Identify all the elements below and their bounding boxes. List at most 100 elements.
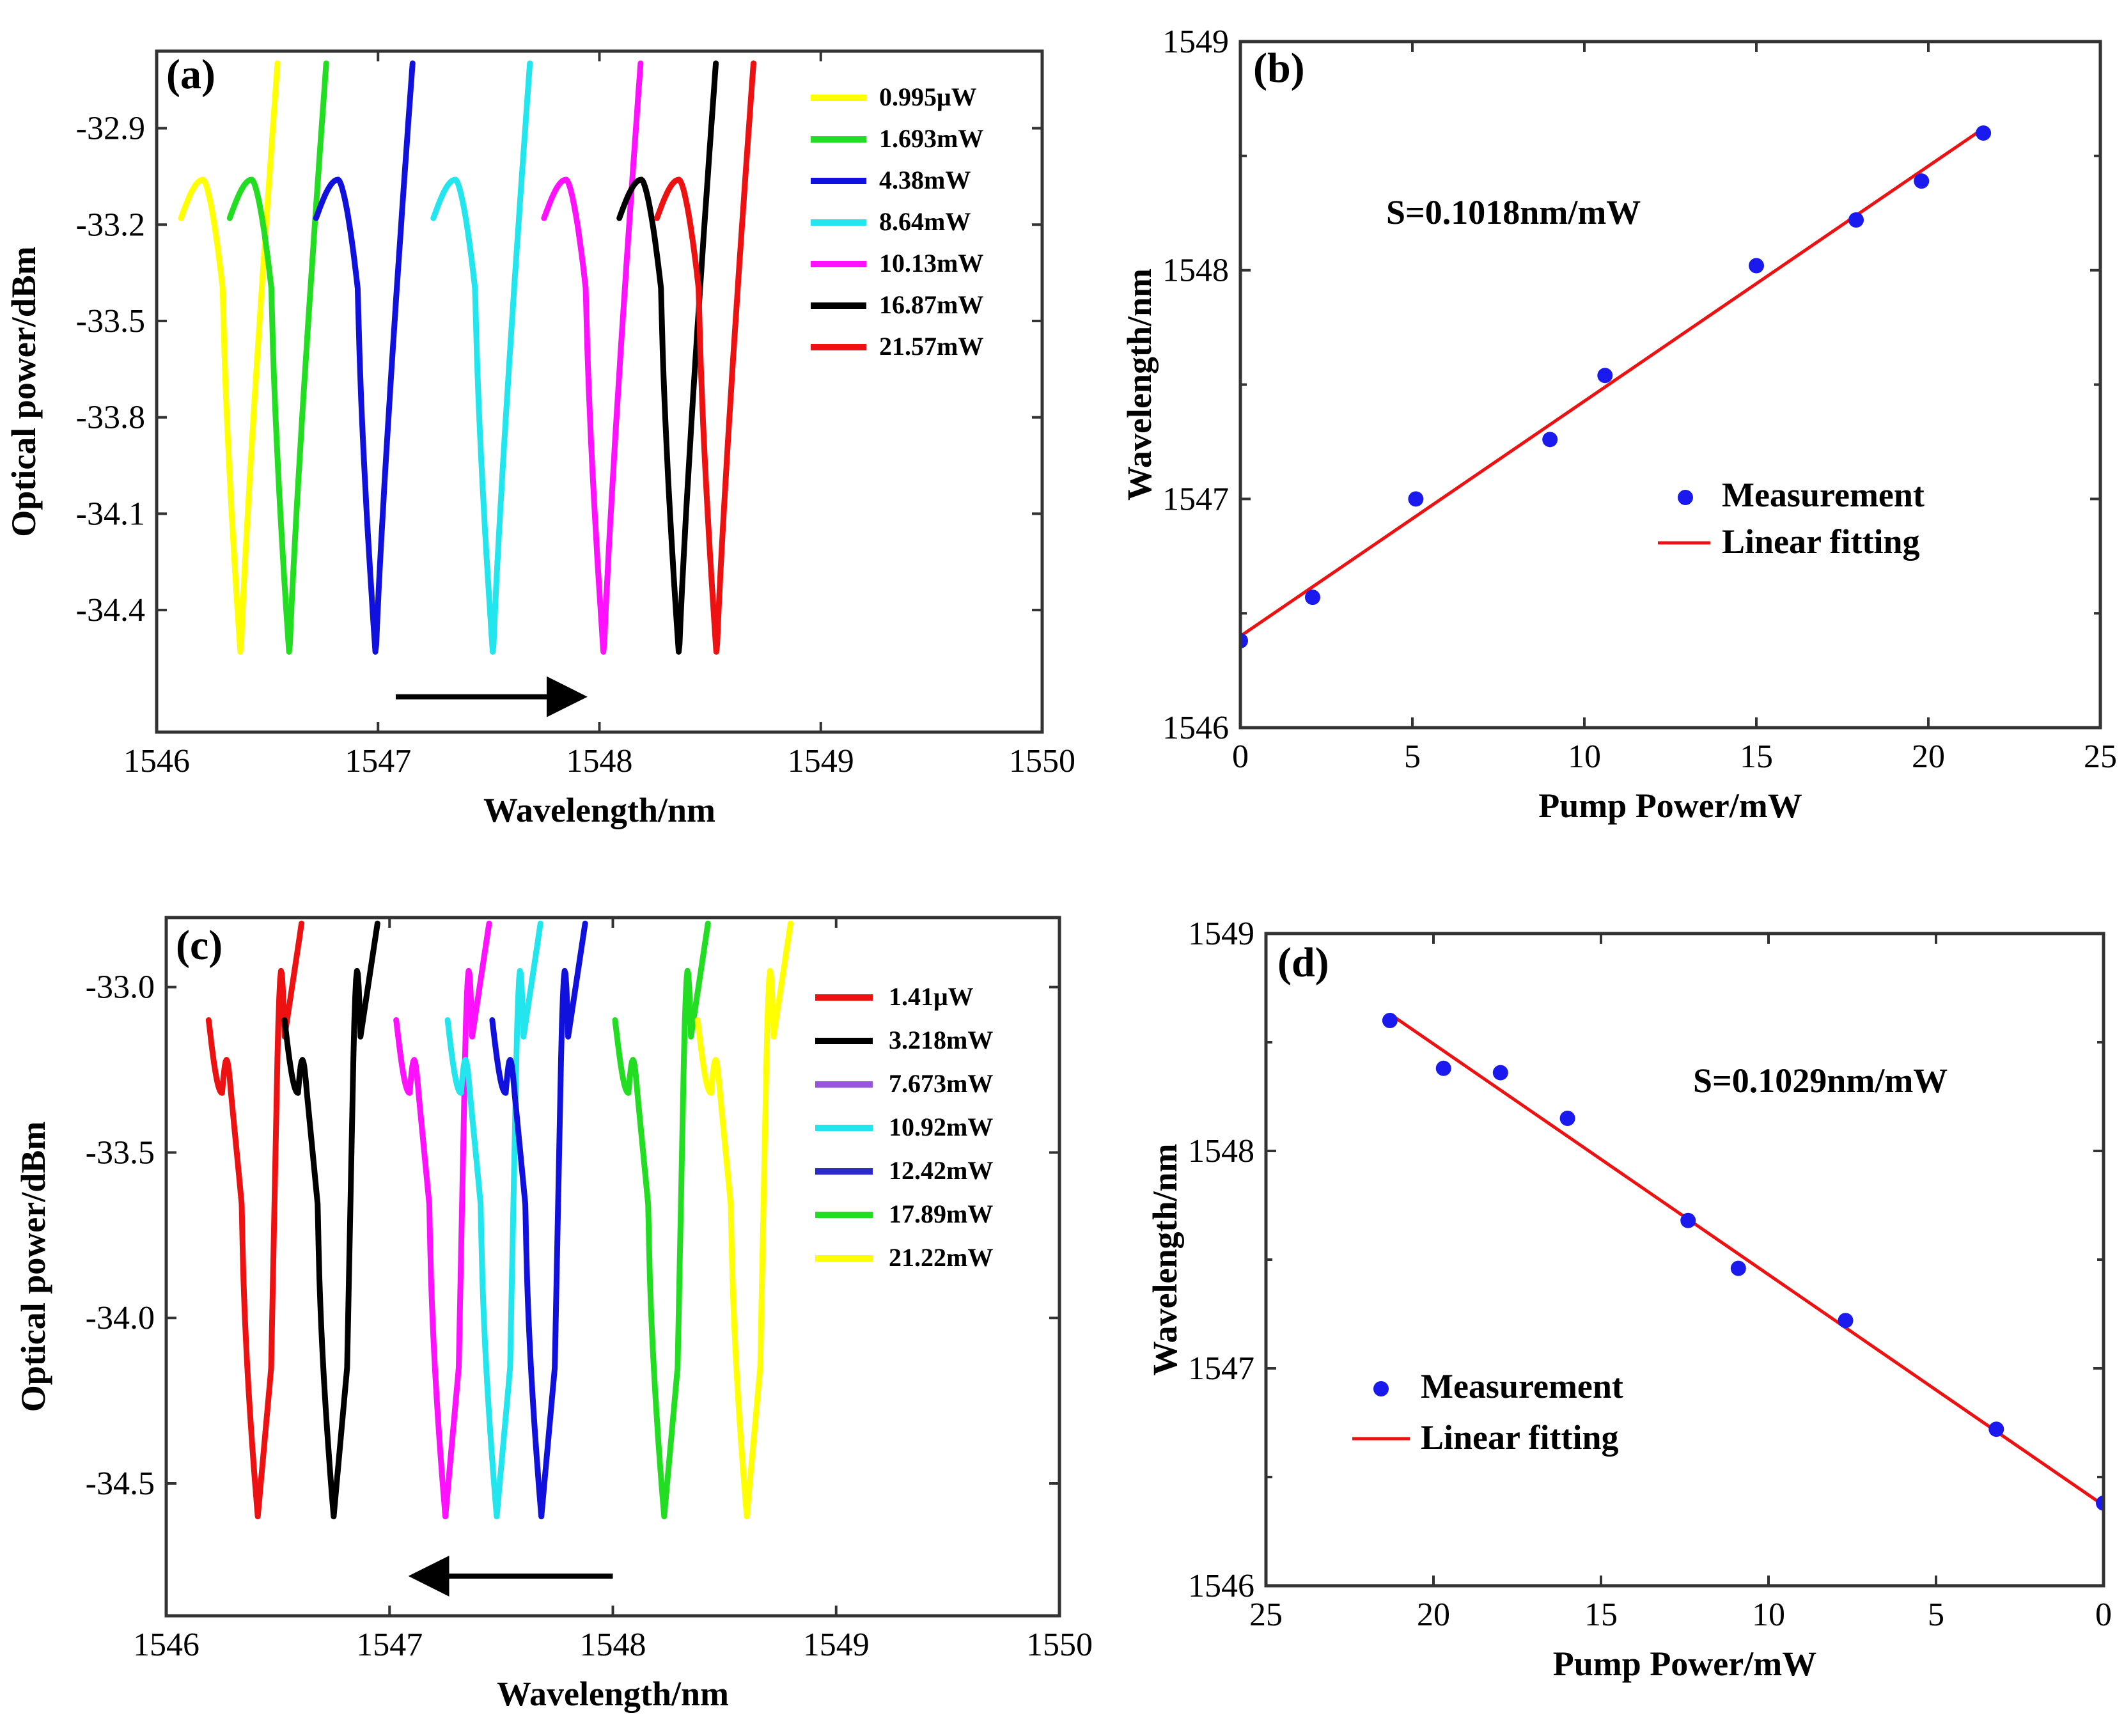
x-tick-label: 25 [2084,739,2117,775]
y-tick-label: 1548 [1162,253,1229,289]
linear-fit-line [1389,1012,2104,1507]
legend-label: 21.22mW [889,1243,993,1272]
measurement-point [1976,125,1992,141]
spectrum-curve [281,920,380,1520]
legend-label: Linear fitting [1421,1418,1619,1457]
spectrum-curve [489,920,588,1520]
legend-label: 12.42mW [889,1156,993,1185]
y-tick-label: -33.5 [76,303,145,340]
measurement-point [1838,1313,1854,1329]
x-tick-label: 1549 [803,1627,870,1663]
legend-marker [1373,1381,1389,1396]
y-axis-title: Wavelength/nm [1146,1143,1184,1375]
y-tick-label: 1546 [1188,1568,1254,1604]
plot-frame [1264,932,2105,1588]
x-tick-label: 1550 [1026,1627,1093,1663]
x-tick-label: 0 [2095,1597,2112,1633]
measurement-point [1914,173,1930,189]
measurement-point [1848,212,1864,228]
panel-label: (d) [1277,939,1329,986]
x-tick-label: 25 [1249,1597,1283,1633]
y-tick-label: -33.5 [86,1134,155,1171]
legend-label: 3.218mW [889,1026,993,1054]
legend-label: 10.92mW [889,1113,993,1141]
legend-label: 1.693mW [879,124,983,153]
measurement-point [1382,1013,1398,1028]
x-tick-label: 0 [1232,739,1249,775]
measurement-point [1435,1060,1451,1076]
x-tick-label: 1549 [788,743,854,779]
y-axis-title: Optical power/dBm [4,246,43,537]
measurement-point [2096,1495,2104,1511]
panel-c-spectrum-chart: 1.41μW 3.218mW 7.673mW 10.92mW 12.42mW 17.89m… [14,916,1093,1713]
legend-label: 7.673mW [889,1069,993,1098]
measurement-point [1542,432,1558,448]
legend-label: Measurement [1421,1367,1623,1405]
y-tick-label: -32.9 [76,111,145,147]
x-tick-label: 10 [1752,1597,1785,1633]
x-tick-label: 1550 [1009,743,1075,779]
measurement-point [1597,368,1613,384]
x-tick-label: 1546 [123,743,190,779]
panel-label: (a) [166,51,215,98]
spectrum-curve [541,60,644,655]
slope-annotation: S=0.1029nm/mW [1693,1061,1948,1100]
legend-label: 0.995μW [879,82,977,111]
panel-d-fit-chart: S=0.1029nm/mW Measurement Linear fitting 25… [1146,916,2112,1683]
y-tick-label: 1547 [1162,481,1229,517]
spectrum-curve [444,920,543,1520]
plot-area: 1.41μW 3.218mW 7.673mW 10.92mW 12.42mW 17.89m… [205,920,993,1597]
y-tick-label: -33.2 [76,207,145,243]
legend-label: 17.89mW [889,1200,993,1228]
spectrum-curve [226,60,329,655]
spectrum-curve [205,920,305,1520]
y-tick-label: 1549 [1162,24,1229,60]
spectrum-curve [430,60,533,655]
x-tick-label: 10 [1568,739,1601,775]
panel-a-spectrum-chart: 0.995μW 1.693mW 4.38mW 8.64mW 10.13mW 16.87mW… [4,49,1075,829]
measurement-point [1988,1421,2004,1437]
y-tick-label: -33.8 [76,400,145,436]
legend-label: 21.57mW [879,332,983,361]
spectrum-curve [654,60,756,655]
spectrum-curve [694,920,793,1520]
y-tick-label: -34.1 [76,496,145,532]
x-axis-title: Pump Power/mW [1553,1645,1816,1683]
x-tick-label: 20 [1912,739,1945,775]
measurement-point [1304,590,1320,606]
spectrum-curve [178,60,281,655]
panel-b-fit-chart: S=0.1018nm/mW Measurement Linear fitting 0 5… [1120,24,2117,825]
measurement-point [1559,1111,1575,1126]
x-tick-label: 1548 [566,743,633,779]
y-axis-title: Optical power/dBm [14,1122,52,1412]
measurement-point [1240,633,1248,649]
y-tick-label: -33.0 [86,969,155,1006]
panel-label: (b) [1253,45,1305,91]
measurement-point [1492,1065,1508,1081]
plot-area: 0.995μW 1.693mW 4.38mW 8.64mW 10.13mW 16.87mW… [178,60,983,717]
panel-label: (c) [176,922,223,969]
y-axis-title: Wavelength/nm [1120,269,1159,501]
x-tick-label: 1546 [133,1627,199,1663]
x-tick-label: 20 [1417,1597,1450,1633]
legend-marker [1678,490,1693,505]
measurement-point [1680,1212,1696,1228]
legend-label: Measurement [1722,476,1925,514]
spectrum-curve [393,920,492,1520]
x-axis-title: Wavelength/nm [483,791,715,829]
y-tick-label: -34.5 [86,1466,155,1502]
x-tick-label: 1547 [345,743,411,779]
x-tick-label: 1548 [580,1627,646,1663]
measurement-point [1749,258,1764,274]
spectrum-curve [313,60,416,655]
x-tick-label: 15 [1584,1597,1618,1633]
y-tick-label: 1546 [1162,710,1229,746]
measurement-point [1408,491,1424,507]
x-tick-label: 5 [1928,1597,1944,1633]
legend-label: 4.38mW [879,166,971,194]
plot-area: S=0.1029nm/mW Measurement Linear fitting [1352,1012,2104,1511]
legend-label: Linear fitting [1722,522,1920,561]
x-axis-title: Pump Power/mW [1538,786,1802,825]
y-tick-label: -34.4 [76,592,145,629]
